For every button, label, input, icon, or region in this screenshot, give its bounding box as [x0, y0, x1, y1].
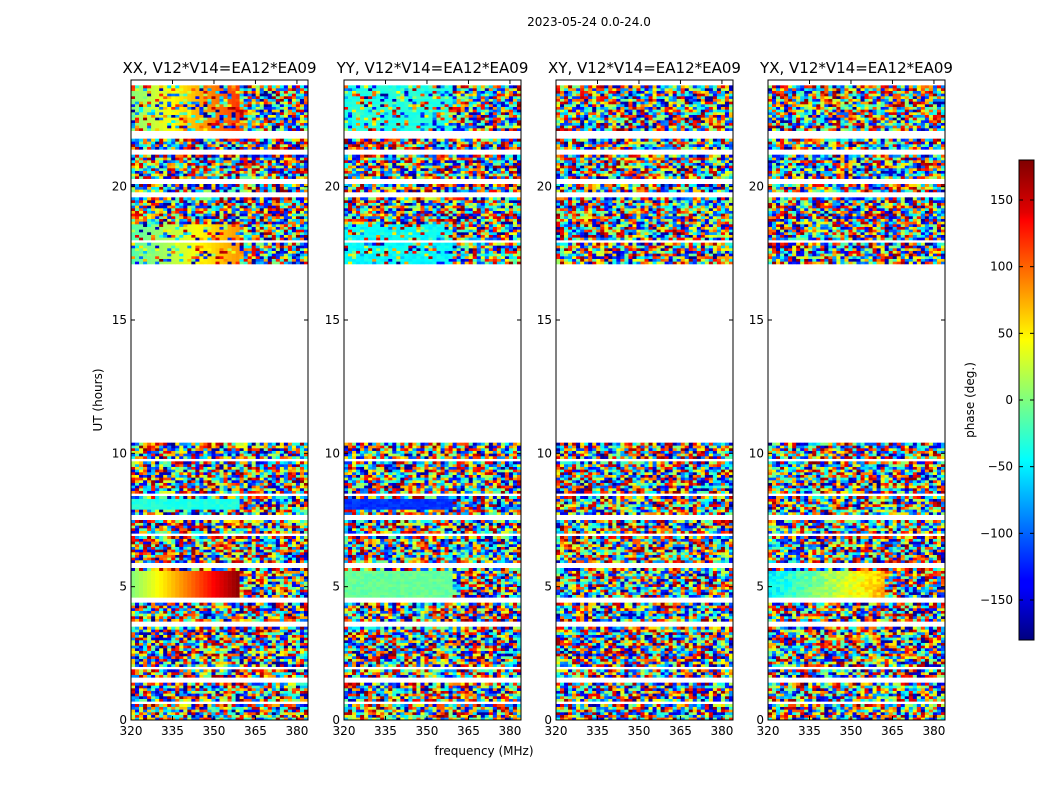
y-tick-label: 20 [112, 180, 127, 194]
x-tick-label: 335 [586, 724, 609, 738]
x-tick-label: 350 [628, 724, 651, 738]
y-tick-label: 15 [537, 313, 552, 327]
x-tick-label: 365 [881, 724, 904, 738]
x-tick-label: 380 [922, 724, 945, 738]
y-tick-label: 5 [119, 580, 127, 594]
panel-title: YX, V12*V14=EA12*EA09 [759, 59, 953, 77]
colorbar-tick-label: −150 [980, 593, 1013, 607]
colorbar-tick-label: −50 [988, 460, 1013, 474]
y-tick-label: 5 [332, 580, 340, 594]
y-tick-label: 0 [119, 713, 127, 727]
x-tick-label: 380 [498, 724, 521, 738]
colorbar-tick-label: 50 [998, 326, 1013, 340]
panel-title: YY, V12*V14=EA12*EA09 [336, 59, 529, 77]
x-tick-label: 350 [203, 724, 226, 738]
x-tick-label: 335 [161, 724, 184, 738]
y-tick-label: 20 [749, 180, 764, 194]
panel-title: XX, V12*V14=EA12*EA09 [122, 59, 316, 77]
x-tick-label: 335 [798, 724, 821, 738]
y-tick-label: 0 [756, 713, 764, 727]
y-tick-label: 15 [325, 313, 340, 327]
colorbar-tick-label: −100 [980, 526, 1013, 540]
colorbar-tick-label: 150 [990, 193, 1013, 207]
y-tick-label: 10 [112, 446, 127, 460]
y-tick-label: 0 [544, 713, 552, 727]
x-tick-label: 380 [285, 724, 308, 738]
y-tick-label: 5 [544, 580, 552, 594]
y-tick-label: 10 [537, 446, 552, 460]
y-tick-label: 15 [749, 313, 764, 327]
x-tick-label: 365 [457, 724, 480, 738]
y-tick-label: 10 [749, 446, 764, 460]
y-tick-label: 10 [325, 446, 340, 460]
x-tick-label: 365 [669, 724, 692, 738]
figure-title: 2023-05-24 0.0-24.0 [527, 15, 651, 29]
y-axis-label: UT (hours) [91, 368, 105, 431]
y-tick-label: 5 [756, 580, 764, 594]
y-tick-label: 20 [325, 180, 340, 194]
phase-figure: 2023-05-24 0.0-24.0 XX, V12*V14=EA12*EA0… [0, 0, 1050, 800]
x-tick-label: 365 [244, 724, 267, 738]
y-tick-label: 0 [332, 713, 340, 727]
x-tick-label: 350 [840, 724, 863, 738]
x-axis-label: frequency (MHz) [434, 744, 533, 758]
colorbar-tick-label: 100 [990, 260, 1013, 274]
x-tick-label: 380 [710, 724, 733, 738]
y-tick-label: 15 [112, 313, 127, 327]
colorbar-label: phase (deg.) [963, 362, 977, 438]
panel-title: XY, V12*V14=EA12*EA09 [548, 59, 741, 77]
x-tick-label: 350 [416, 724, 439, 738]
phase-plot-svg: 2023-05-24 0.0-24.0 XX, V12*V14=EA12*EA0… [0, 0, 1050, 800]
y-tick-label: 20 [537, 180, 552, 194]
colorbar: 150 100 50 0 −50 −100 −150 phase (deg.) [963, 160, 1034, 640]
x-tick-label: 335 [374, 724, 397, 738]
colorbar-tick-label: 0 [1005, 393, 1013, 407]
